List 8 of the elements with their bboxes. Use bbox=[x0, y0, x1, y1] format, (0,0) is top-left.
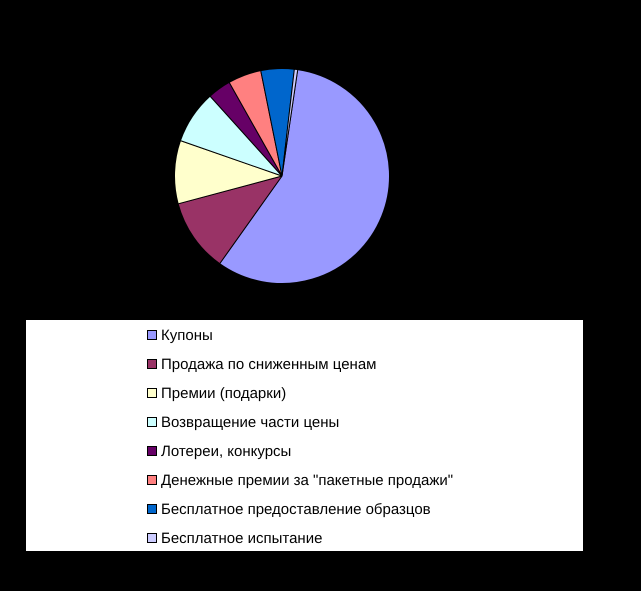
legend-label: Продажа по сниженным ценам bbox=[161, 356, 376, 372]
legend-label: Бесплатное предоставление образцов bbox=[161, 500, 431, 518]
legend-label: Лотереи, конкурсы bbox=[161, 442, 292, 460]
legend-label: Денежные премии за "пакетные продажи" bbox=[161, 472, 454, 488]
legend-label: Возвращение части цены bbox=[161, 414, 340, 430]
legend-label: Купоны bbox=[161, 326, 213, 344]
legend-label: Бесплатное испытание bbox=[161, 530, 322, 546]
legend-label: Премии (подарки) bbox=[161, 384, 286, 402]
